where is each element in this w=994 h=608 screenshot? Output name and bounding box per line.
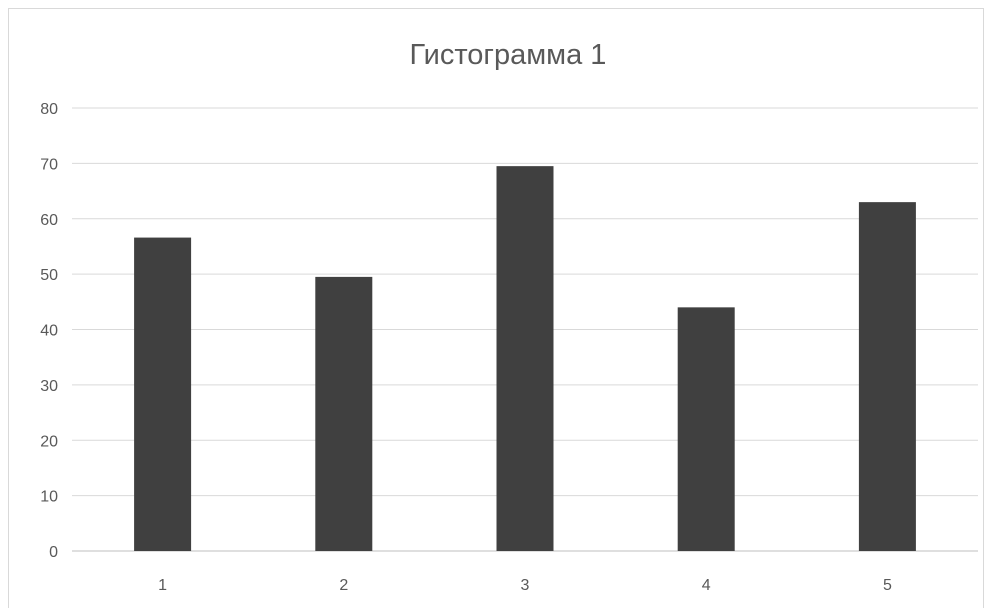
x-tick-label: 3 [521,577,530,594]
bar [315,276,373,551]
y-tick-label: 70 [40,156,58,173]
bar [858,202,916,551]
bar [134,237,192,551]
x-tick-label: 5 [883,577,892,594]
x-tick-label: 1 [158,577,167,594]
y-tick-label: 30 [40,378,58,395]
x-tick-label: 2 [339,577,348,594]
y-axis-tick-labels: 0 10 20 30 40 50 60 70 80 [40,101,58,561]
y-tick-label: 10 [40,489,58,506]
y-tick-label: 0 [49,544,58,561]
x-axis-tick-labels: 1 2 3 4 5 [158,577,892,594]
y-tick-label: 60 [40,212,58,229]
chart-title: Гистограмма 1 [410,39,607,71]
bar [677,307,735,551]
bar [496,166,554,552]
y-tick-label: 50 [40,267,58,284]
y-tick-label: 80 [40,101,58,118]
x-tick-label: 4 [702,577,711,594]
bars [134,166,916,552]
y-tick-label: 40 [40,323,58,340]
y-tick-label: 20 [40,433,58,450]
